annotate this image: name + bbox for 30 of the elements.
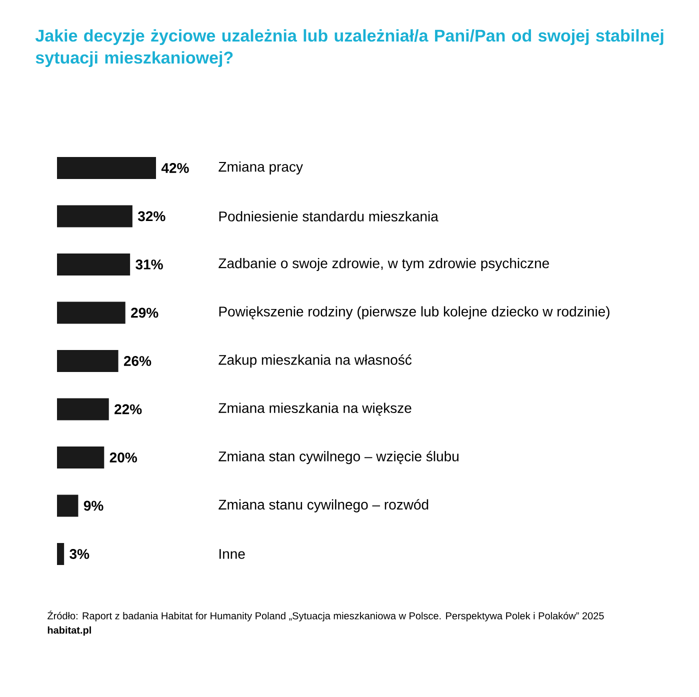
y-tick-label: Zmiana pracy	[218, 161, 303, 175]
bar	[57, 205, 132, 228]
bar	[57, 398, 109, 420]
data-label: 42%	[161, 163, 189, 173]
data-label: 31%	[136, 260, 163, 270]
data-label: 20%	[110, 452, 137, 462]
text: Jakie decyzje życiowe uzależnia lub uzależniał/a Pani/Pan od swojej stabilnej sytuacji mieszkaniowej?	[35, 29, 664, 68]
bar	[57, 494, 78, 517]
data-label: 32%	[138, 211, 166, 222]
y-tick-label: Podniesienie standardu mieszkania	[219, 211, 438, 222]
bar	[57, 543, 64, 565]
text: habitat.pl	[48, 626, 91, 636]
bar	[57, 157, 156, 180]
bar	[57, 446, 104, 468]
y-tick-label: Powiększenie rodziny (pierwsze lub kolejne dziecko w rodzinie)	[219, 306, 610, 320]
data-label: 29%	[131, 308, 158, 318]
bar	[57, 350, 118, 372]
data-label: 26%	[124, 356, 152, 366]
y-tick-label: Zmiana stanu cywilnego – rozwód	[218, 499, 428, 512]
data-label: 3%	[70, 549, 90, 559]
data-label: 9%	[84, 500, 104, 511]
text: Źródło: Raport z badania Habitat for Humanity Poland „Sytuacja mieszkaniowa w Polsce. Perspektywa Polek i Polaków” 2025	[48, 610, 604, 622]
y-tick-label: Inne	[219, 549, 245, 559]
y-tick-label: Zmiana stan cywilnego – wzięcie ślubu	[218, 450, 458, 464]
bar	[57, 254, 130, 276]
bar	[57, 302, 126, 324]
y-tick-label: Zadbanie o swoje zdrowie, w tym zdrowie psychiczne	[218, 258, 549, 272]
data-label: 22%	[114, 404, 142, 414]
y-tick-label: Zmiana mieszkania na większe	[218, 402, 412, 416]
y-tick-label: Zakup mieszkania na własność	[218, 354, 412, 368]
